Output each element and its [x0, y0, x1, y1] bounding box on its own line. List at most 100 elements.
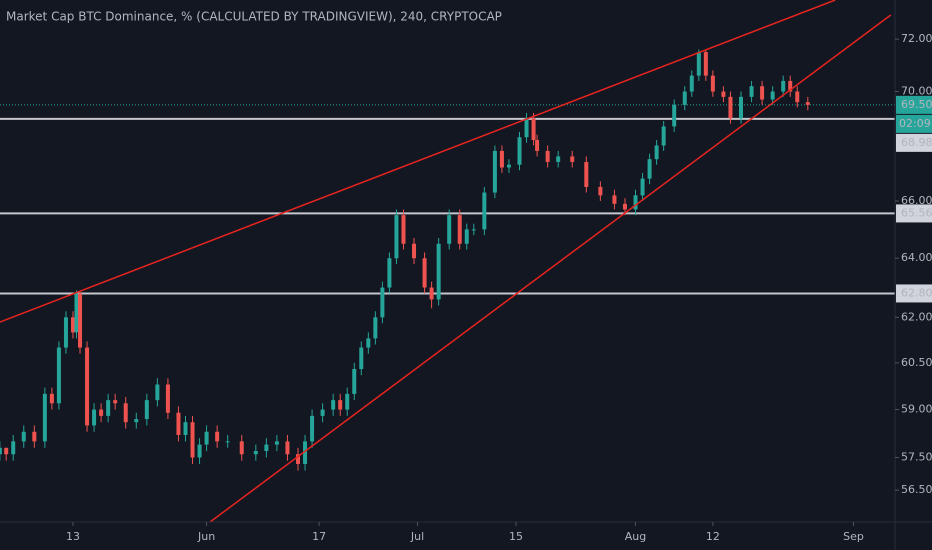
candle-body — [373, 317, 378, 339]
candle-body — [570, 156, 575, 162]
candle-body — [197, 444, 202, 458]
candle-body — [781, 80, 786, 92]
candle-body — [338, 400, 343, 410]
candle-body — [422, 258, 427, 288]
candle-body — [134, 419, 139, 423]
candle-body — [506, 164, 511, 168]
y-tick-label: 72.00 — [901, 32, 932, 45]
candle-body — [710, 75, 715, 92]
candle-body — [672, 104, 677, 127]
candle-body — [654, 145, 659, 160]
x-tick-label: Jun — [197, 530, 215, 543]
candle-body — [63, 317, 68, 348]
candle-body — [447, 215, 452, 244]
candle-body — [387, 258, 392, 288]
candle-body — [274, 441, 279, 445]
candle-body — [190, 422, 195, 458]
candle-body — [310, 415, 315, 442]
trend-line — [209, 14, 892, 522]
level-tag: 62.80 — [901, 286, 932, 299]
candle-body — [412, 243, 417, 259]
candle-body — [545, 150, 550, 162]
y-tick-label: 64.00 — [901, 251, 932, 264]
candle-body — [682, 91, 687, 105]
candle-body — [788, 80, 793, 92]
y-tick-label: 70.00 — [901, 85, 932, 98]
candle-body — [471, 229, 476, 231]
candle-body — [106, 400, 111, 416]
candle-body — [661, 126, 666, 146]
candle-body — [689, 75, 694, 92]
candle-body — [401, 215, 406, 244]
candle-body — [633, 195, 638, 210]
x-tick-label: Aug — [625, 530, 646, 543]
candle-body — [42, 393, 47, 442]
candle-body — [464, 229, 469, 244]
candle-body — [499, 150, 504, 168]
candle-body — [165, 384, 170, 413]
candle-body — [345, 393, 350, 410]
candle-body — [4, 447, 9, 455]
candle-body — [436, 243, 441, 300]
candle-body — [640, 178, 645, 196]
candle-body — [32, 431, 37, 442]
candle-body — [320, 409, 325, 416]
level-tag-bg — [896, 204, 932, 223]
candle-body — [296, 454, 301, 464]
candle-body — [215, 431, 220, 442]
candle-body — [703, 52, 708, 76]
candle-body — [760, 86, 765, 100]
plot-area — [0, 0, 895, 522]
candle-body — [457, 215, 462, 244]
trend-line — [0, 0, 836, 323]
candle-body — [225, 441, 230, 443]
candle-body — [352, 369, 357, 394]
y-tick-label: 60.50 — [901, 356, 932, 369]
candle-body — [749, 86, 754, 97]
candle-body — [92, 409, 97, 426]
candle-body — [612, 195, 617, 204]
candle-body — [598, 186, 603, 196]
candle-body — [531, 118, 536, 140]
candle-body — [0, 447, 2, 455]
x-tick-label: 15 — [509, 530, 523, 543]
candle-body — [144, 400, 149, 420]
last-price-tag-bg — [896, 95, 932, 114]
candle-body — [770, 91, 775, 100]
candle-body — [556, 156, 561, 162]
level-tag-bg — [896, 133, 932, 152]
candle-body — [70, 317, 75, 333]
candle-body — [721, 91, 726, 97]
candle-body — [85, 347, 90, 426]
candle-body — [331, 400, 336, 410]
candle-body — [380, 287, 385, 318]
candle-body — [74, 293, 79, 333]
x-tick-label: 12 — [706, 530, 720, 543]
candle-body — [99, 409, 104, 416]
candle-body — [56, 347, 61, 404]
y-tick-label: 59.00 — [901, 403, 932, 416]
candle-body — [78, 293, 83, 348]
candle-body — [183, 422, 188, 435]
candle-body — [482, 192, 487, 230]
chart-title: Market Cap BTC Dominance, % (CALCULATED … — [6, 10, 502, 24]
level-tag: 65.56 — [901, 206, 932, 219]
candle-body — [113, 400, 118, 404]
candle-body — [366, 338, 371, 348]
candle-body — [696, 52, 701, 76]
x-tick-label: 13 — [66, 530, 80, 543]
candle-body — [11, 441, 16, 455]
candle-body — [123, 403, 128, 423]
level-tag-bg — [896, 284, 932, 303]
x-tick-label: Sep — [843, 530, 864, 543]
countdown: 02:09:0 — [899, 117, 932, 130]
candle-body — [303, 441, 308, 464]
last-price-tag: 69.50 — [901, 98, 932, 111]
candle-body — [155, 384, 160, 401]
y-tick-label: 56.50 — [901, 483, 932, 496]
y-tick-label: 66.00 — [901, 194, 932, 207]
candle-body — [517, 137, 522, 165]
